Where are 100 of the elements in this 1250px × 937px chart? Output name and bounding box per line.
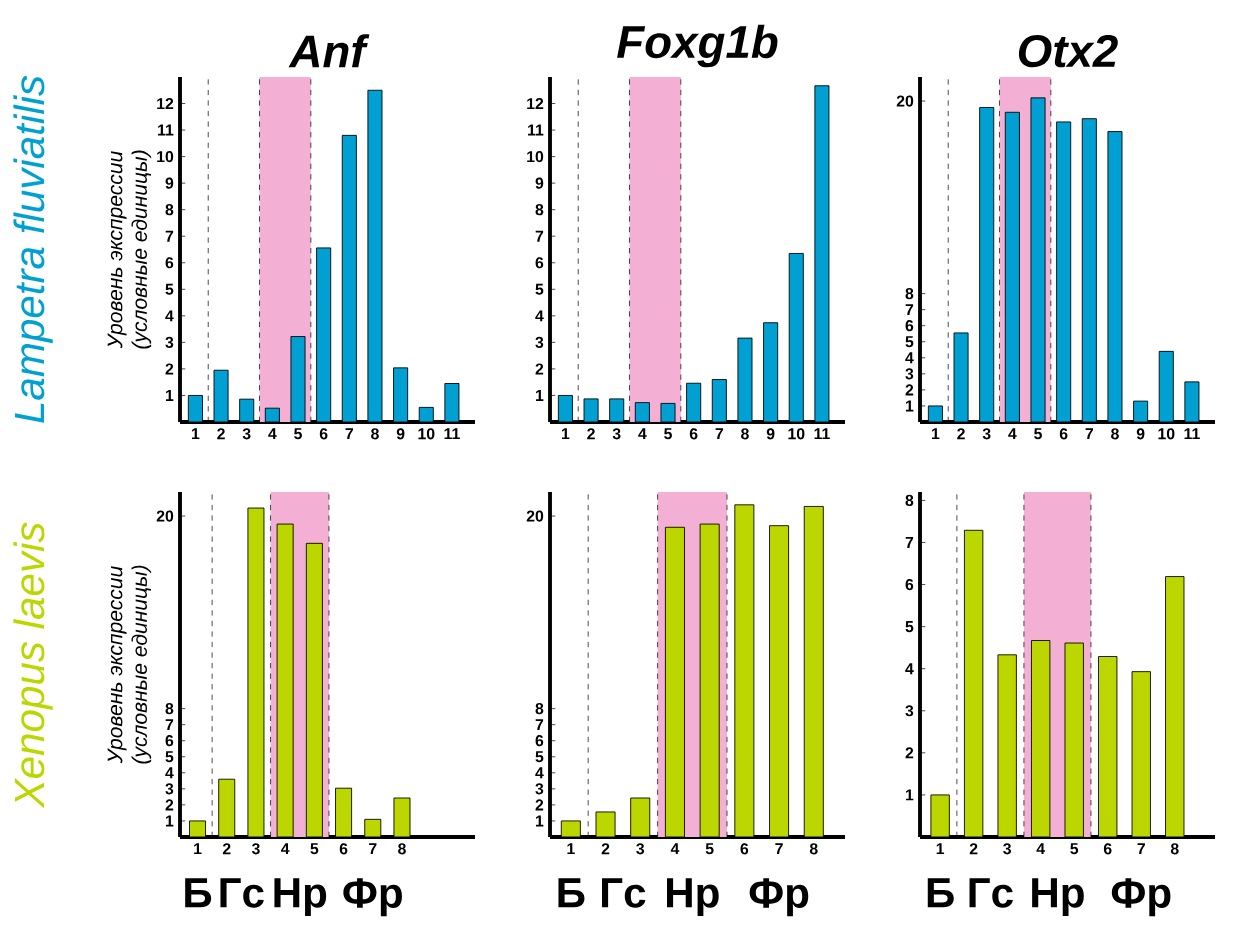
x-tick-label: 2 <box>601 843 610 855</box>
x-tick-label: 5 <box>1070 843 1079 855</box>
text: Фр <box>343 878 402 917</box>
x-tick-label: 8 <box>1111 428 1119 440</box>
y-tick-label: 6 <box>165 735 174 747</box>
y-tick-label: 4 <box>165 310 174 322</box>
y-tick-label: 20 <box>896 95 914 107</box>
x-tick-label: 7 <box>1085 428 1094 440</box>
y-tick-label: 9 <box>165 177 174 189</box>
y-tick-label: 7 <box>905 304 914 316</box>
x-tick-label: 3 <box>982 428 991 440</box>
y-tick-label: 1 <box>906 789 914 801</box>
x-tick-label: 10 <box>418 428 435 440</box>
y-tick-label: 12 <box>157 97 174 110</box>
x-tick-label: 7 <box>1137 843 1145 855</box>
y-tick-label: 4 <box>905 663 914 675</box>
x-tick-label: 9 <box>766 428 775 440</box>
x-tick-label: 3 <box>251 843 260 855</box>
x-tick-label: 4 <box>670 843 680 855</box>
x-tick-label: 1 <box>194 843 202 855</box>
x-tick-label: 1 <box>936 843 945 855</box>
y-tick-label: 3 <box>165 783 174 795</box>
y-tick-label: 8 <box>905 288 914 300</box>
x-tick-label: 6 <box>740 843 749 855</box>
y-tick-label: 3 <box>535 783 544 795</box>
text: Lampetra fluviatilis <box>13 75 53 423</box>
x-tick-label: 7 <box>715 428 724 440</box>
chart-title: Anf <box>288 34 370 68</box>
x-tick-label: 8 <box>398 843 406 855</box>
y-tick-label: 1 <box>165 815 174 827</box>
text: Б <box>185 878 212 908</box>
x-tick-label: 3 <box>636 843 645 855</box>
y-tick-label: 3 <box>165 336 174 348</box>
y-tick-label: 5 <box>165 751 174 763</box>
y-tick-label: 2 <box>165 363 174 375</box>
x-tick-label: 6 <box>319 428 328 440</box>
x-tick-label: 4 <box>268 428 277 440</box>
x-tick-label: 8 <box>741 428 749 440</box>
y-tick-label: 4 <box>535 310 544 322</box>
y-tick-label: 5 <box>535 283 544 295</box>
text: Б <box>558 878 585 908</box>
y-tick-label: 20 <box>526 510 544 522</box>
y-tick-label: 4 <box>165 767 174 779</box>
y-tick-label: 8 <box>535 204 544 216</box>
x-tick-label: 4 <box>281 843 290 855</box>
x-tick-label: 4 <box>1036 843 1045 855</box>
x-tick-label: 5 <box>705 843 714 855</box>
x-tick-label: 6 <box>1059 428 1068 440</box>
y-tick-label: 6 <box>905 320 914 332</box>
chart-title: Foxg1b <box>617 24 778 68</box>
x-tick-label: 6 <box>1103 843 1112 855</box>
x-tick-label: 3 <box>1003 843 1011 855</box>
x-tick-label: 7 <box>345 428 354 440</box>
x-tick-label: 9 <box>1136 428 1145 440</box>
y-tick-label: 11 <box>528 124 544 136</box>
y-tick-label: 8 <box>165 703 174 715</box>
y-tick-label: 5 <box>905 336 914 348</box>
text: Гс <box>969 878 1013 908</box>
x-tick-label: 1 <box>567 843 575 855</box>
y-tick-label: 5 <box>165 283 174 295</box>
y-tick-label: 8 <box>165 204 174 216</box>
x-tick-label: 9 <box>396 428 405 440</box>
y-tick-label: 3 <box>905 368 914 380</box>
x-tick-label: 2 <box>222 843 231 855</box>
text: Гс <box>220 878 264 908</box>
y-tick-label: 10 <box>527 150 544 163</box>
y-tick-label: 3 <box>535 336 544 348</box>
x-tick-label: 6 <box>339 843 348 855</box>
y-tick-label: 6 <box>905 578 914 591</box>
y-tick-label: 3 <box>905 705 914 717</box>
y-tick-label: 11 <box>158 124 174 136</box>
x-tick-label: 5 <box>1034 428 1042 440</box>
y-tick-label: 5 <box>905 621 914 633</box>
y-tick-label: 1 <box>536 815 544 827</box>
x-tick-label: 8 <box>1170 843 1179 855</box>
y-tick-label: 8 <box>535 703 544 715</box>
x-tick-label: 7 <box>775 843 783 855</box>
y-tick-label: 9 <box>535 177 544 189</box>
y-axis-title: Уровень экспрессии (условные единицы) <box>107 150 152 349</box>
x-tick-label: 11 <box>1184 428 1200 440</box>
x-tick-label: 3 <box>612 428 621 440</box>
y-tick-label: 2 <box>535 363 544 375</box>
x-tick-label: 10 <box>788 428 805 440</box>
x-tick-label: 1 <box>561 428 570 440</box>
text: Нр <box>274 878 327 917</box>
x-tick-label: 3 <box>242 428 251 440</box>
y-tick-label: 10 <box>157 150 174 163</box>
y-tick-label: 8 <box>905 494 914 507</box>
y-tick-label: 6 <box>535 257 544 269</box>
x-tick-label: 1 <box>191 428 200 440</box>
y-tick-label: 5 <box>535 751 544 763</box>
y-tick-label: 1 <box>906 400 914 412</box>
x-tick-label: 7 <box>369 843 377 855</box>
x-tick-label: 8 <box>371 428 379 440</box>
y-tick-label: 6 <box>165 257 174 269</box>
y-tick-label: 4 <box>905 352 914 364</box>
y-tick-label: 7 <box>165 719 174 731</box>
x-tick-label: 2 <box>957 428 965 440</box>
y-tick-label: 12 <box>527 97 544 110</box>
text: Нр <box>1032 878 1084 917</box>
